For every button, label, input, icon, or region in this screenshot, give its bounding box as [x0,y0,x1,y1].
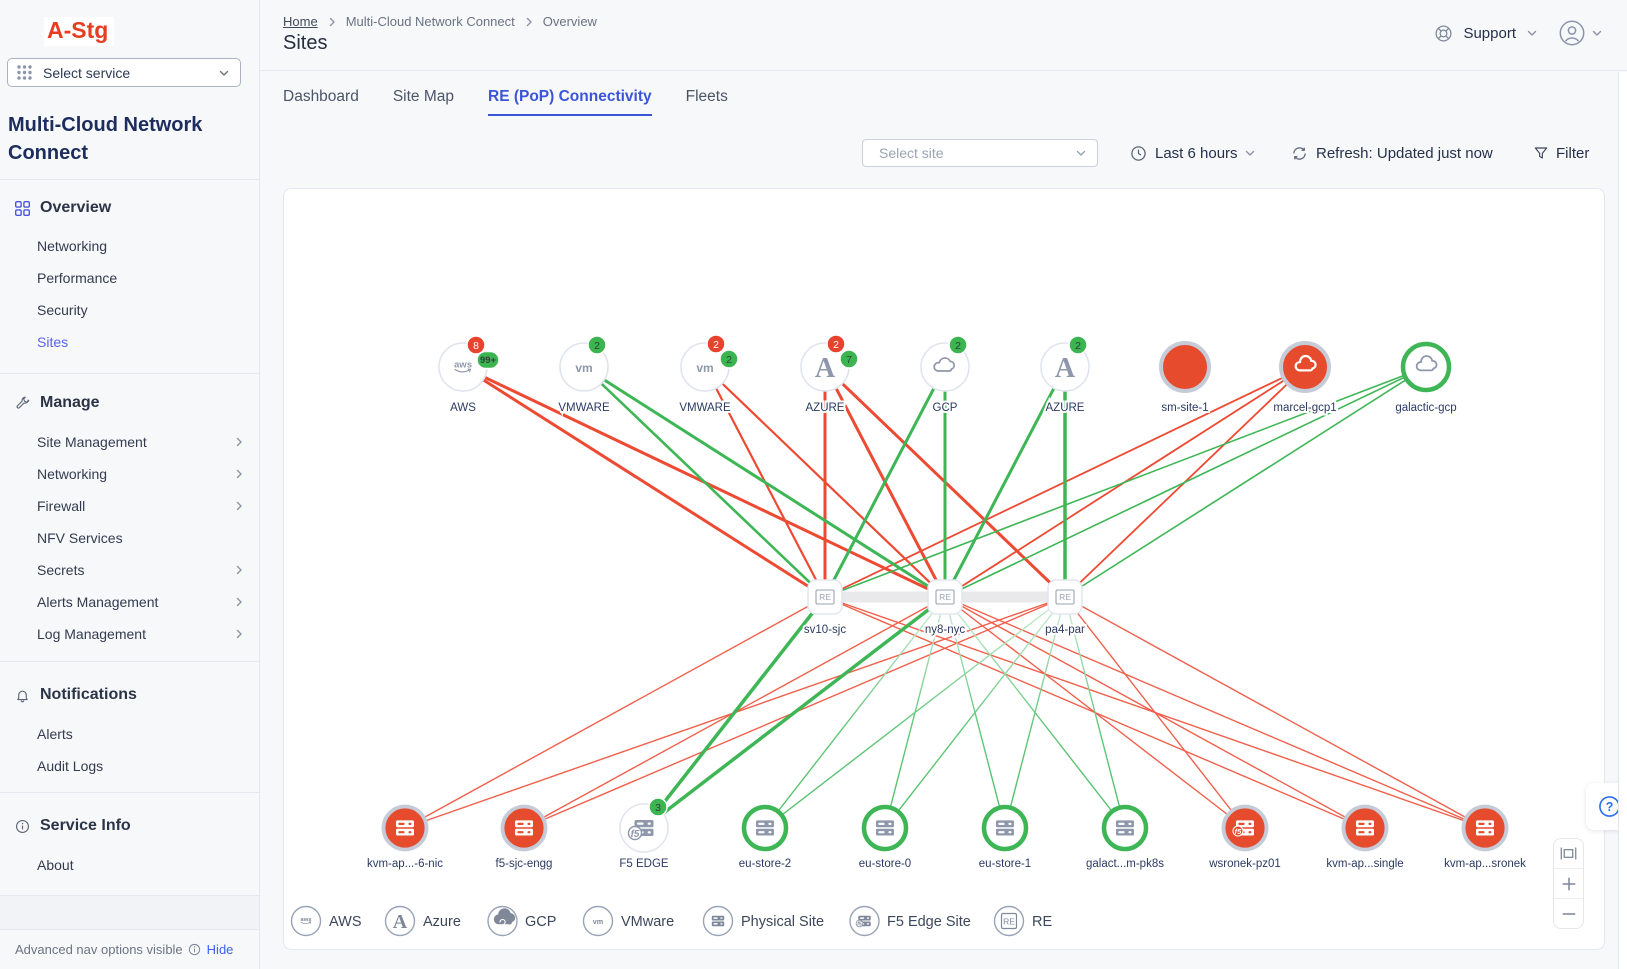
svg-text:vm: vm [575,361,592,375]
svg-text:f5-sjc-engg: f5-sjc-engg [496,858,553,870]
svg-text:eu-store-2: eu-store-2 [739,858,791,870]
svg-text:AZURE: AZURE [1046,402,1085,414]
svg-text:F5 Edge Site: F5 Edge Site [887,914,971,930]
svg-text:A: A [1055,353,1076,384]
svg-text:2: 2 [594,340,600,352]
svg-text:2: 2 [1075,340,1081,352]
svg-text:marcel-gcp1: marcel-gcp1 [1273,402,1336,414]
svg-text:8: 8 [473,340,479,352]
svg-text:kvm-ap...sronek: kvm-ap...sronek [1444,858,1526,870]
svg-text:2: 2 [955,340,961,352]
svg-text:ny8-nyc: ny8-nyc [925,624,966,636]
svg-text:GCP: GCP [933,402,958,414]
svg-text:AWS: AWS [450,402,476,414]
svg-text:99+: 99+ [480,355,497,366]
svg-text:2: 2 [726,354,732,366]
svg-text:VMware: VMware [621,914,674,930]
svg-text:7: 7 [846,354,852,366]
svg-text:RE: RE [1032,914,1052,930]
svg-text:3: 3 [655,802,661,814]
svg-text:eu-store-1: eu-store-1 [979,858,1031,870]
svg-text:f5: f5 [631,829,640,840]
svg-text:wsronek-pz01: wsronek-pz01 [1208,858,1281,870]
svg-text:RE: RE [1003,917,1015,927]
svg-text:vm: vm [696,361,713,375]
svg-text:Azure: Azure [423,914,461,930]
svg-text:?: ? [1606,800,1614,814]
svg-text:f5: f5 [857,922,862,928]
svg-text:AZURE: AZURE [806,402,845,414]
svg-text:RE: RE [1059,592,1071,602]
svg-text:aws: aws [454,360,472,371]
svg-text:eu-store-0: eu-store-0 [859,858,911,870]
svg-text:galact...m-pk8s: galact...m-pk8s [1086,858,1164,870]
svg-text:vm: vm [593,917,603,926]
svg-text:Physical Site: Physical Site [741,914,824,930]
svg-text:pa4-par: pa4-par [1045,624,1085,636]
svg-text:GCP: GCP [525,914,556,930]
svg-text:AWS: AWS [329,914,362,930]
svg-text:RE: RE [939,592,951,602]
svg-text:2: 2 [713,339,719,351]
svg-text:aws: aws [300,917,312,923]
svg-text:sv10-sjc: sv10-sjc [804,624,846,636]
svg-text:kvm-ap...single: kvm-ap...single [1326,858,1403,870]
svg-text:f5: f5 [1235,827,1242,836]
svg-text:galactic-gcp: galactic-gcp [1395,402,1456,414]
svg-text:sm-site-1: sm-site-1 [1161,402,1208,414]
svg-text:A: A [815,353,836,384]
svg-text:kvm-ap...-6-nic: kvm-ap...-6-nic [367,858,443,870]
svg-text:RE: RE [819,592,831,602]
svg-text:F5 EDGE: F5 EDGE [619,858,669,870]
svg-text:VMWARE: VMWARE [679,402,731,414]
svg-text:A: A [393,911,408,933]
svg-text:2: 2 [833,339,839,351]
svg-text:VMWARE: VMWARE [558,402,610,414]
